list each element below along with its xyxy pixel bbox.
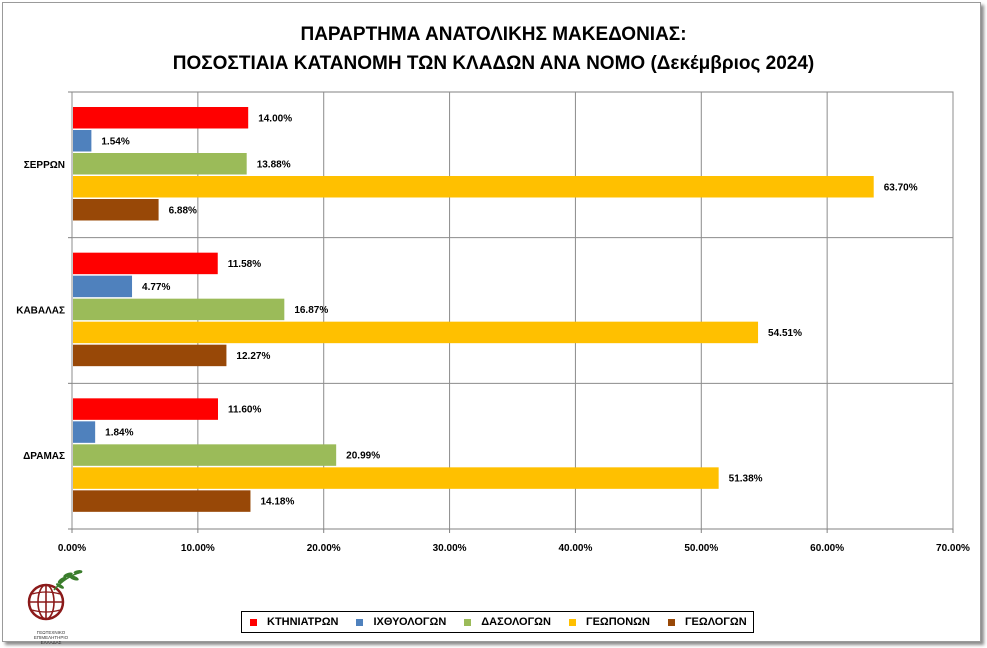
x-tick-label: 0.00% [58,543,86,554]
legend-label: ΔΑΣΟΛΟΓΩΝ [481,616,551,628]
data-label: 54.51% [768,328,802,339]
data-label: 16.87% [294,305,328,316]
data-label: 12.27% [236,351,270,362]
category-label: ΣΕΡΡΩΝ [24,160,65,171]
bar [73,490,251,512]
data-label: 1.54% [101,136,129,147]
legend-item: ΓΕΩΠΟΝΩΝ [568,616,650,628]
bar [73,321,759,344]
legend-swatch [568,618,576,626]
legend-swatch [356,618,364,626]
data-label: 14.18% [260,497,294,508]
bar [73,176,874,198]
data-label: 4.77% [142,282,170,293]
x-tick-label: 50.00% [684,543,718,554]
data-label: 14.00% [258,113,292,124]
bar [73,467,719,489]
chart-title: ΠΑΡΑΡΤΗΜΑ ΑΝΑΤΟΛΙΚΗΣ ΜΑΚΕΔΟΝΙΑΣ: ΠΟΣΟΣΤΙ… [0,20,987,78]
legend-item: ΓΕΩΛΟΓΩΝ [667,616,747,628]
x-tick-label: 40.00% [558,543,592,554]
legend-swatch [464,618,472,626]
x-tick-label: 60.00% [810,543,844,554]
chart-legend: ΚΤΗΝΙΑΤΡΩΝ ΙΧΘΥΟΛΟΓΩΝ ΔΑΣΟΛΟΓΩΝ ΓΕΩΠΟΝΩΝ ΓΕΩ… [241,611,754,633]
bar [73,153,247,175]
legend-label: ΓΕΩΛΟΓΩΝ [684,616,747,628]
legend-item: ΔΑΣΟΛΟΓΩΝ [464,616,551,628]
data-label: 13.88% [257,159,291,170]
legend-label: ΙΧΘΥΟΛΟΓΩΝ [373,616,447,628]
data-label: 51.38% [729,474,763,485]
bar [73,398,218,420]
bar [73,344,227,367]
legend-item: ΙΧΘΥΟΛΟΓΩΝ [356,616,446,628]
legend-swatch [250,618,257,626]
chart-title-line2: ΠΟΣΟΣΤΙΑΙΑ ΚΑΤΑΝΟΜΗ ΤΩΝ ΚΛΑΔΩΝ ΑΝΑ ΝΟΜΟ … [172,53,815,74]
bar [73,444,337,466]
legend-label: ΓΕΩΠΟΝΩΝ [585,616,650,628]
bar [73,199,159,221]
logo-text-line3: ΕΛΛΑΔΑΣ [40,640,62,645]
bar [73,421,96,443]
x-tick-label: 30.00% [433,543,467,554]
category-label: ΚΑΒΑΛΑΣ [16,306,65,317]
data-label: 6.88% [169,205,197,216]
legend-swatch [667,618,675,626]
data-label: 11.60% [228,405,261,416]
data-label: 20.99% [346,451,380,462]
bar [73,130,92,152]
logo-text-line1: ΓΕΩΤΕΧΝΙΚΟ [36,630,66,635]
x-tick-label: 70.00% [936,543,970,554]
chart-title-line1: ΠΑΡΑΡΤΗΜΑ ΑΝΑΤΟΛΙΚΗΣ ΜΑΚΕΔΟΝΙΑΣ: [300,24,687,45]
x-tick-label: 10.00% [181,543,215,554]
legend-item: ΚΤΗΝΙΑΤΡΩΝ [250,616,338,628]
globe-olive-emblem-icon [27,570,83,621]
bar [73,298,285,321]
data-label: 63.70% [884,182,918,193]
logo-text-line2: ΕΠΙΜΕΛΗΤΗΡΙΟ [33,635,69,640]
x-tick-label: 20.00% [307,543,341,554]
data-label: 1.84% [105,428,133,439]
geotee-logo: ΓΕΩΤΕΧΝΙΚΟ ΕΠΙΜΕΛΗΤΗΡΙΟ ΕΛΛΑΔΑΣ [10,566,92,646]
legend-label: ΚΤΗΝΙΑΤΡΩΝ [267,616,339,628]
bar [73,275,133,298]
bar [73,107,249,129]
category-label: ΔΡΑΜΑΣ [23,451,65,462]
bar [73,252,218,275]
data-label: 11.58% [228,259,261,270]
